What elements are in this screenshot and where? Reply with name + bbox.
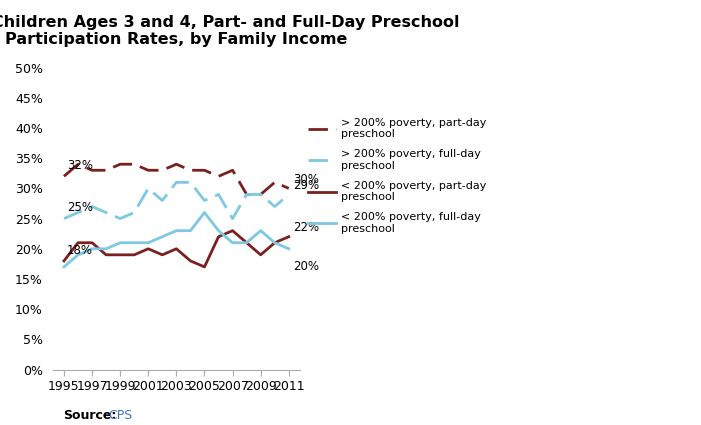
Text: 25%: 25%	[67, 201, 93, 215]
Text: Source:: Source:	[63, 408, 116, 422]
Text: 30%: 30%	[293, 173, 319, 186]
Text: 18%: 18%	[67, 244, 93, 257]
Legend: > 200% poverty, part-day
preschool, > 200% poverty, full-day
preschool, < 200% p: > 200% poverty, part-day preschool, > 20…	[308, 118, 486, 234]
Text: 32%: 32%	[67, 159, 93, 172]
Title: Figure 30. Children Ages 3 and 4, Part- and Full-Day Preschool
Participation Rat: Figure 30. Children Ages 3 and 4, Part- …	[0, 15, 459, 48]
Text: CPS: CPS	[109, 408, 133, 422]
Text: 29%: 29%	[293, 178, 319, 192]
Text: 20%: 20%	[293, 260, 319, 273]
Text: 22%: 22%	[293, 221, 319, 234]
